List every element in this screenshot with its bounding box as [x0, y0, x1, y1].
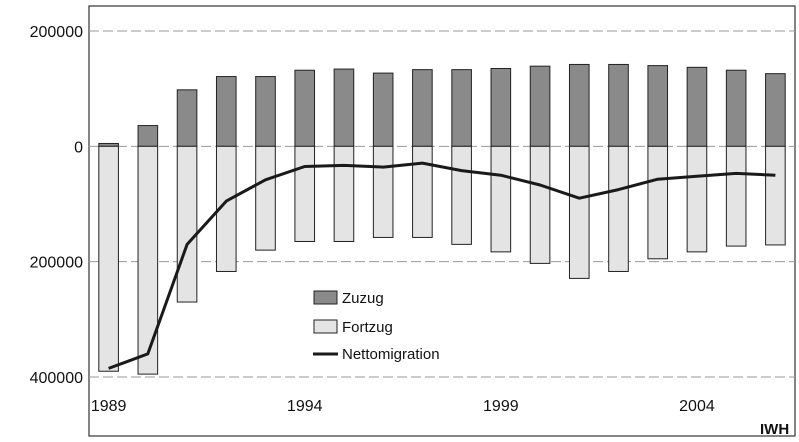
- bar-fortzug: [98, 145, 119, 372]
- x-tick-label: 2004: [679, 398, 715, 415]
- bar-fortzug: [372, 145, 394, 238]
- bar-fortzug: [647, 145, 669, 260]
- bar-zuzug: [686, 66, 708, 147]
- bar-fortzug: [529, 145, 551, 264]
- bar-zuzug: [215, 76, 237, 147]
- bar-fortzug: [725, 145, 747, 247]
- net-migration-line: [108, 161, 776, 370]
- legend-swatch-fortzug: [313, 319, 338, 334]
- bar-fortzug: [451, 145, 472, 245]
- bar-zuzug: [176, 89, 198, 147]
- bar-fortzug: [765, 145, 786, 246]
- bar-zuzug: [765, 73, 786, 147]
- y-axis-ticks: 200000 0 200000 400000: [30, 24, 83, 387]
- gridlines: [89, 30, 795, 378]
- y-tick-label: 200000: [30, 24, 83, 41]
- x-tick-label: 1989: [91, 398, 127, 415]
- bar-zuzug: [372, 72, 394, 147]
- bar-zuzug: [294, 69, 316, 147]
- x-tick-label: 1994: [287, 398, 323, 415]
- x-axis-ticks: 1989 1994 1999 2004: [91, 398, 715, 415]
- bar-zuzug: [137, 125, 159, 147]
- bar-zuzug: [333, 68, 355, 147]
- bar-fortzug: [255, 145, 276, 251]
- bar-zuzug: [725, 69, 747, 147]
- bar-fortzug: [137, 145, 159, 375]
- y-tick-label: 200000: [30, 255, 83, 272]
- legend-swatch-zuzug: [313, 290, 338, 305]
- bar-fortzug: [215, 145, 237, 272]
- bar-zuzug: [451, 69, 472, 147]
- source-label: IWH: [760, 421, 789, 438]
- x-tick-label: 1999: [483, 398, 519, 415]
- plot-frame: [88, 5, 796, 437]
- legend-label-fortzug: Fortzug: [342, 319, 393, 336]
- bar-fortzug: [686, 145, 708, 253]
- bar-fortzug: [176, 145, 198, 303]
- bar-fortzug: [490, 145, 512, 253]
- bar-fortzug: [333, 145, 355, 242]
- bar-fortzug: [412, 145, 433, 238]
- y-tick-label: 0: [74, 139, 83, 156]
- bar-zuzug: [568, 63, 590, 147]
- net-migration-line-group: [108, 161, 776, 370]
- bars: [98, 63, 786, 375]
- bar-zuzug: [255, 76, 276, 147]
- legend-label-nettomigration: Nettomigration: [342, 346, 440, 363]
- bar-fortzug: [568, 145, 590, 279]
- bar-zuzug: [490, 67, 512, 147]
- bar-fortzug: [294, 145, 316, 242]
- y-tick-label: 400000: [30, 370, 83, 387]
- bar-zuzug: [647, 65, 669, 147]
- bar-fortzug: [608, 145, 629, 272]
- bar-zuzug: [529, 65, 551, 147]
- bar-zuzug: [412, 69, 433, 147]
- bar-zuzug: [608, 63, 629, 147]
- legend-label-zuzug: Zuzug: [342, 290, 384, 307]
- legend: Zuzug Fortzug Nettomigration: [313, 290, 440, 363]
